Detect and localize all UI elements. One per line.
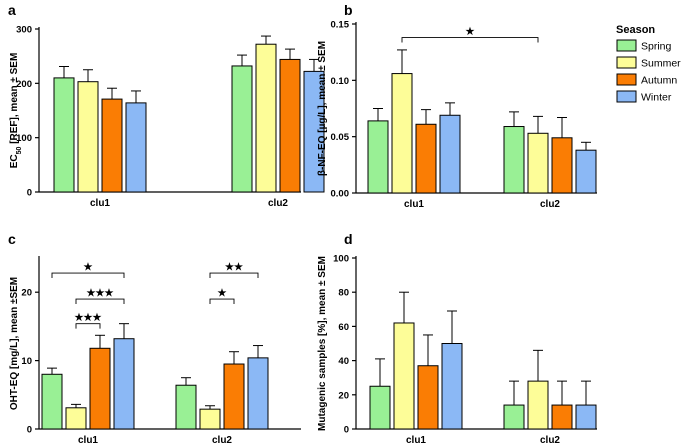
bar-clu1-winter (439, 114, 461, 194)
significance-label: ★★ (225, 262, 243, 273)
y-tick-label: 10 (21, 356, 32, 367)
bar-clu1-summer (65, 407, 87, 430)
panel-d: d Mutagenic samples [%], mean ± SEM 0 20 40 6… (317, 231, 597, 446)
significance-bracket (209, 272, 259, 279)
x-tick-label: clu2 (212, 435, 232, 446)
y-axis-label-part: OHT-EQ [mg/L], mean ±SEM (9, 277, 20, 410)
y-axis-label-part: β-NF-EQ [µg/L], mean ± SEM (317, 41, 328, 176)
legend-swatch-summer (616, 56, 637, 69)
legend-label-winter: Winter (641, 92, 672, 104)
bar-clu2-summer (527, 380, 549, 430)
y-tick-label: 0 (27, 188, 32, 199)
bar-clu1-autumn (417, 365, 439, 430)
bar-clu2-autumn (551, 137, 573, 194)
bar-clu2-winter (303, 70, 325, 193)
panel-label: b (344, 2, 353, 18)
x-tick-label: clu2 (540, 199, 560, 210)
y-axis-label: OHT-EQ [mg/L], mean ±SEM (9, 277, 20, 410)
legend-label-spring: Spring (641, 41, 672, 53)
panel-a: a EC50 [REF], mean ± SEM 0 100 200 300 clu1 clu… (8, 2, 325, 209)
bar-clu2-summer (199, 408, 221, 430)
legend-swatch-autumn (616, 73, 637, 86)
y-tick-label: 60 (338, 322, 349, 333)
y-tick-label: 0.05 (331, 132, 350, 143)
bar-clu1-spring (41, 373, 63, 430)
significance-bracket (75, 298, 125, 305)
y-tick-label: 300 (16, 25, 32, 36)
legend-label-autumn: Autumn (641, 75, 677, 87)
bar-clu2-spring (175, 384, 197, 430)
significance-label: ★ (466, 27, 475, 38)
bar-clu1-summer (391, 73, 413, 194)
y-tick-label: 0 (27, 425, 32, 436)
bar-clu2-winter (575, 404, 597, 430)
legend-swatch-spring (616, 39, 637, 52)
y-axis-label: Mutagenic samples [%], mean ± SEM (317, 256, 328, 431)
y-tick-label: 0.00 (331, 189, 350, 200)
significance-label: ★ (218, 288, 227, 299)
bar-clu1-summer (77, 81, 99, 193)
bar-clu1-winter (125, 102, 147, 193)
y-tick-label: 0 (344, 425, 349, 436)
bar-clu1-spring (53, 77, 75, 193)
significance-bracket (209, 298, 235, 305)
y-tick-label: 100 (16, 133, 32, 144)
bar-clu2-autumn (551, 404, 573, 430)
bar-clu2-spring (503, 404, 525, 430)
significance-bracket (51, 272, 125, 279)
x-tick-label: clu1 (406, 435, 426, 446)
x-tick-label: clu2 (268, 198, 288, 209)
bar-clu2-summer (255, 43, 277, 193)
y-tick-label: 0.15 (331, 20, 350, 31)
bar-clu1-summer (393, 322, 415, 430)
legend-label-summer: Summer (641, 58, 681, 70)
y-tick-label: 0.10 (331, 76, 350, 87)
bar-clu2-spring (231, 65, 253, 193)
panel-label: c (8, 231, 16, 247)
significance-label: ★ (84, 262, 93, 273)
x-tick-label: clu2 (540, 435, 560, 446)
bar-clu1-winter (441, 343, 463, 430)
y-tick-label: 100 (333, 254, 349, 265)
bar-clu1-spring (367, 120, 389, 194)
bar-clu2-winter (247, 357, 269, 430)
y-axis-label: EC50 [REF], mean ± SEM (9, 53, 23, 169)
significance-bracket (401, 37, 539, 43)
bar-clu1-autumn (101, 98, 123, 193)
legend: Season Spring Summer Autumn Winter (616, 24, 681, 104)
bar-clu2-summer (527, 132, 549, 194)
legend-title: Season (616, 24, 655, 36)
panel-label: a (8, 2, 16, 18)
significance-bracket (75, 323, 101, 329)
y-tick-label: 200 (16, 79, 32, 90)
y-axis-label-part: Mutagenic samples [%], mean ± SEM (317, 256, 328, 431)
x-tick-label: clu1 (90, 198, 110, 209)
legend-swatch-winter (616, 90, 637, 103)
y-tick-label: 80 (338, 288, 349, 299)
y-axis-label-part: [REF], mean ± SEM (9, 53, 20, 147)
y-tick-label: 20 (338, 390, 349, 401)
y-tick-label: 20 (21, 288, 32, 299)
x-tick-label: clu1 (78, 435, 98, 446)
y-axis-label-part: EC (9, 154, 20, 168)
bar-clu2-spring (503, 126, 525, 194)
bar-clu2-autumn (279, 58, 301, 193)
significance-label: ★★★ (87, 288, 114, 299)
bar-clu1-spring (369, 385, 391, 430)
bar-clu2-winter (575, 149, 597, 194)
y-axis-label-part: 50 (16, 146, 23, 154)
y-axis-label: β-NF-EQ [µg/L], mean ± SEM (317, 41, 328, 176)
bar-clu1-autumn (89, 347, 111, 430)
y-tick-label: 40 (338, 356, 349, 367)
panel-label: d (344, 231, 353, 247)
significance-label: ★★★ (75, 313, 102, 324)
panel-b: b β-NF-EQ [µg/L], mean ± SEM 0.00 0.05 0.10 0… (317, 2, 597, 210)
bar-clu1-winter (113, 338, 135, 430)
bar-clu1-autumn (415, 123, 437, 194)
bar-clu2-autumn (223, 363, 245, 430)
x-tick-label: clu1 (404, 199, 424, 210)
